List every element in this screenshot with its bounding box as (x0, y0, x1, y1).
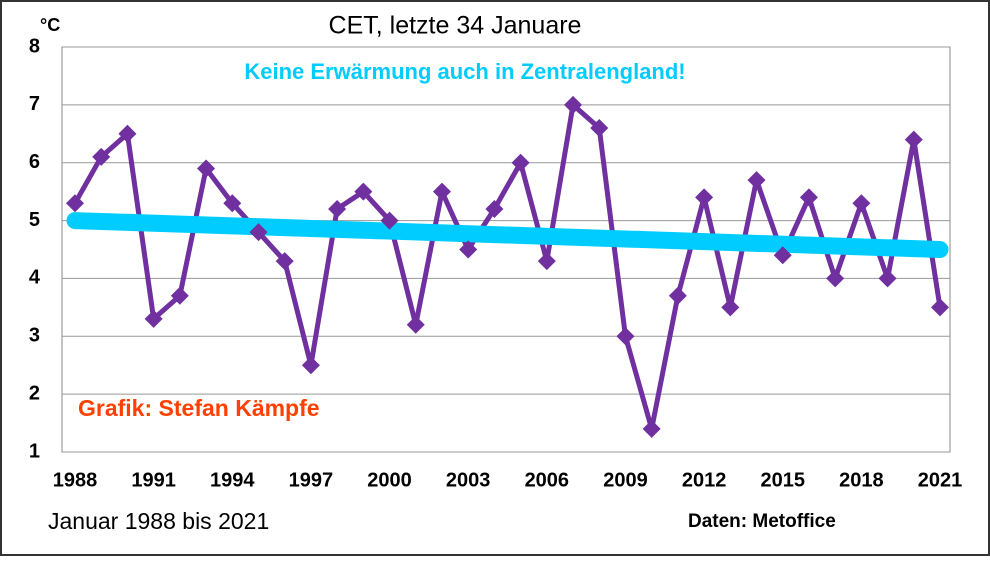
x-tick-label: 1991 (131, 469, 176, 491)
footer: Januar 1988 bis 2021 (48, 508, 269, 534)
data-point (118, 124, 137, 143)
data-point (642, 419, 661, 438)
chart-title: CET, letzte 34 Januare (329, 12, 582, 40)
data-point (721, 298, 740, 317)
y-unit: °C (40, 15, 60, 35)
data-point (66, 194, 84, 213)
data-point (878, 269, 897, 288)
data-point (354, 182, 373, 201)
y-tick-label: 2 (29, 382, 40, 404)
data-point (511, 153, 530, 172)
data-point (590, 119, 609, 137)
data-point (144, 309, 163, 328)
data-point (826, 269, 845, 288)
x-tick-label: 2018 (839, 469, 884, 491)
data-point (459, 240, 478, 259)
y-tick-label: 4 (29, 267, 41, 289)
y-tick-label: 3 (29, 325, 40, 347)
x-tick-label: 1988 (53, 469, 98, 491)
y-tick-label: 8 (29, 35, 40, 57)
data-point (931, 298, 949, 317)
y-tick-label: 5 (29, 209, 40, 231)
data-point (564, 95, 583, 114)
data-point (249, 223, 268, 242)
data-point (537, 252, 556, 271)
data-point (223, 194, 242, 213)
annotation: Keine Erwärmung auch in Zentralengland! (244, 59, 685, 84)
data-point (616, 327, 635, 346)
y-tick-label: 1 (29, 440, 40, 462)
x-tick-label: 2021 (918, 469, 963, 491)
y-tick-label: 6 (29, 151, 40, 173)
data-point (852, 194, 871, 213)
data-point (328, 200, 347, 218)
data-point (197, 159, 216, 178)
x-tick-label: 2000 (367, 469, 412, 491)
data-point (432, 182, 451, 201)
data-point (904, 130, 923, 149)
footer: Daten: Metoffice (688, 511, 836, 532)
data-point (380, 211, 399, 230)
data-point (406, 315, 425, 334)
x-tick-label: 2012 (682, 469, 727, 491)
data-point (668, 286, 687, 305)
data-point (773, 246, 792, 265)
x-tick-label: 2003 (446, 469, 491, 491)
data-point (92, 147, 111, 166)
x-tick-label: 2015 (760, 469, 805, 491)
data-point (275, 252, 294, 271)
data-point (747, 171, 766, 190)
y-tick-label: 7 (29, 93, 40, 115)
data-point (799, 188, 818, 207)
data-point (485, 200, 504, 218)
x-tick-label: 1994 (210, 469, 255, 491)
data-point (695, 188, 714, 207)
annotation: Grafik: Stefan Kämpfe (78, 395, 320, 421)
data-point (301, 356, 320, 375)
x-tick-label: 2006 (525, 469, 570, 491)
x-tick-label: 1997 (289, 469, 334, 491)
trend-line (66, 212, 949, 258)
x-tick-label: 2009 (603, 469, 648, 491)
data-line (72, 102, 943, 432)
data-point (170, 286, 189, 305)
